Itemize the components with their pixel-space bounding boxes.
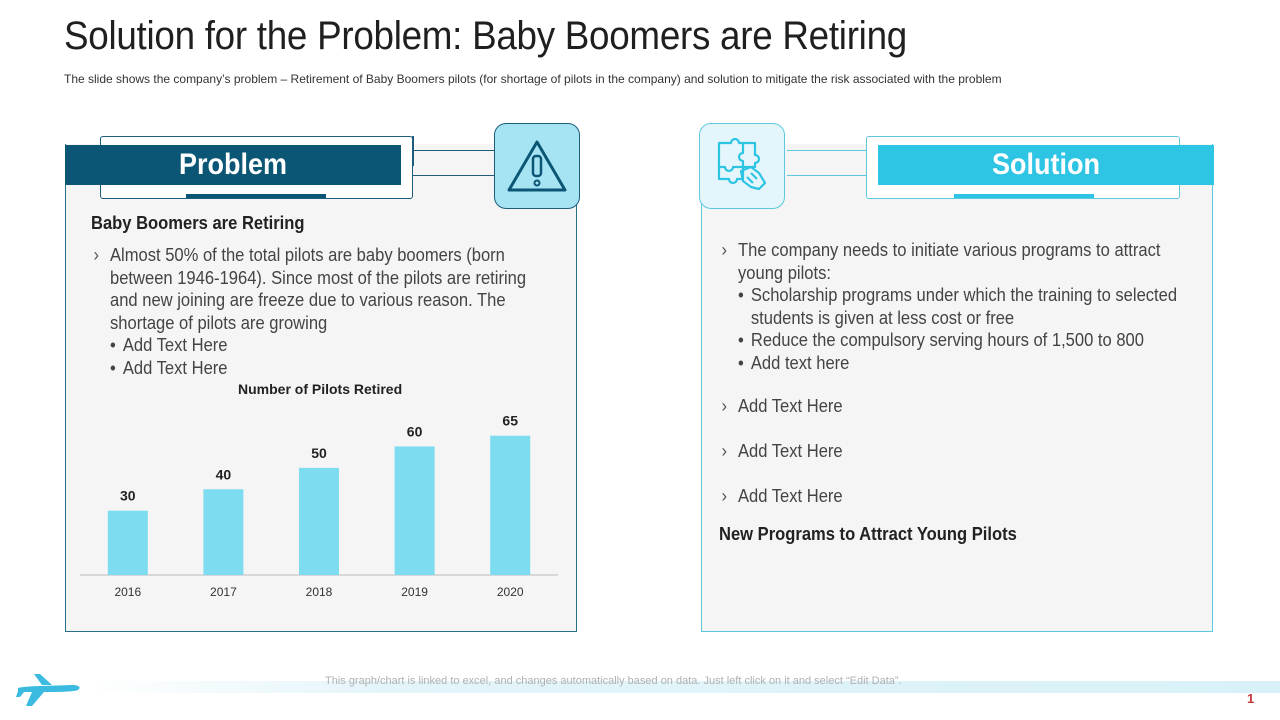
slide-subtitle: The slide shows the company’s problem – … [64, 72, 1002, 86]
problem-heading: Baby Boomers are Retiring [91, 213, 305, 233]
bar-2020 [490, 435, 531, 575]
data-label: 65 [502, 413, 518, 429]
slide-title: Solution for the Problem: Baby Boomers a… [64, 14, 907, 58]
solution-sub-bullet: Reduce the compulsory serving hours of 1… [738, 329, 1180, 352]
problem-icon-box [494, 123, 580, 209]
solution-panel [701, 144, 1213, 632]
solution-sub-bullet: Scholarship programs under which the tra… [738, 284, 1180, 329]
chevron-right-icon: › [721, 441, 727, 461]
data-label: 30 [120, 488, 136, 504]
solution-extra-bullet: › Add Text Here [721, 396, 843, 416]
solution-header: Solution [878, 145, 1214, 185]
problem-sub-bullet: Add Text Here [110, 357, 541, 380]
data-label: 60 [407, 423, 423, 439]
chevron-right-icon: › [93, 245, 99, 265]
bar-chart: 30 2016 40 2017 50 2018 60 2019 65 2020 [80, 413, 558, 599]
solution-connector [787, 150, 867, 176]
data-label: 50 [311, 445, 327, 461]
solution-sub-bullet: Add text here [738, 352, 1180, 375]
page-number: 1 [1247, 691, 1255, 706]
bar-2016 [107, 510, 148, 575]
footnote: This graph/chart is linked to excel, and… [325, 675, 902, 687]
chevron-right-icon: › [721, 240, 727, 260]
footer-line [85, 681, 1280, 693]
problem-sub-bullet: Add Text Here [110, 334, 541, 357]
x-tick-label: 2020 [497, 585, 524, 599]
chevron-right-icon: › [721, 486, 727, 506]
solution-footer-heading: New Programs to Attract Young Pilots [719, 524, 1017, 544]
solution-icon-box [699, 123, 785, 209]
solution-extra-bullet: › Add Text Here [721, 441, 843, 461]
bar-2017 [203, 489, 244, 575]
bar-2019 [394, 446, 435, 575]
problem-connector [413, 150, 495, 176]
data-label: 40 [216, 466, 232, 482]
solution-header-underline [954, 194, 1094, 198]
airplane-icon [16, 674, 80, 706]
problem-bullet: › Almost 50% of the total pilots are bab… [93, 244, 541, 380]
x-tick-label: 2017 [210, 585, 237, 599]
warning-icon [507, 140, 567, 192]
puzzle-icon [717, 137, 767, 191]
problem-header-underline [186, 194, 326, 198]
solution-extra-bullet: › Add Text Here [721, 486, 843, 506]
solution-bullet-text: The company needs to initiate various pr… [738, 240, 1161, 283]
x-tick-label: 2018 [306, 585, 333, 599]
x-tick-label: 2019 [401, 585, 428, 599]
problem-bullet-text: Almost 50% of the total pilots are baby … [110, 245, 527, 333]
problem-header: Problem [65, 145, 401, 185]
bar-2018 [299, 467, 339, 575]
x-tick-label: 2016 [114, 585, 141, 599]
chart-title: Number of Pilots Retired [238, 381, 403, 397]
chevron-right-icon: › [721, 396, 727, 416]
problem-connector-vertical [412, 136, 414, 166]
solution-bullet: › The company needs to initiate various … [721, 239, 1180, 375]
